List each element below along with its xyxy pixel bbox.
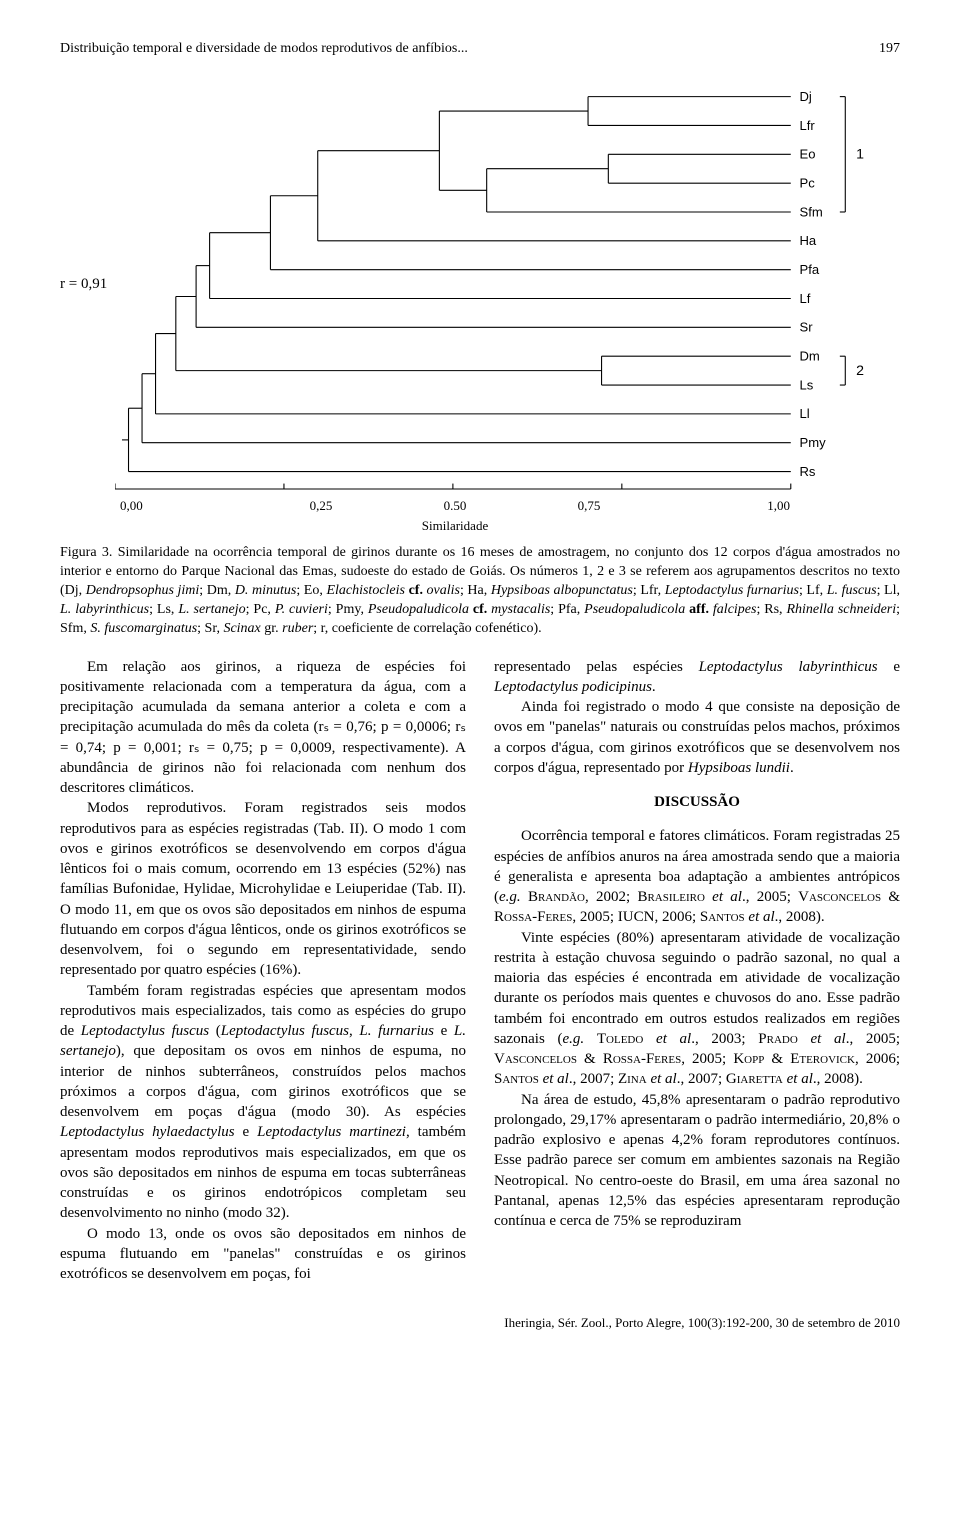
- correlation-coefficient-label: r = 0,91: [60, 274, 107, 294]
- figure-3-caption: Figura 3. Similaridade na ocorrência tem…: [60, 544, 900, 638]
- header-page-number: 197: [879, 40, 900, 59]
- dendrogram-axis-label: Similaridade: [60, 517, 900, 535]
- axis-tick: 0,00: [120, 497, 254, 515]
- axis-tick: 0,25: [254, 497, 388, 515]
- dendrogram-axis-ticks: 0,00 0,25 0.50 0,75 1,00: [60, 497, 900, 515]
- body-paragraph: Também foram registradas espécies que ap…: [60, 981, 466, 1224]
- running-header: Distribuição temporal e diversidade de m…: [60, 40, 900, 59]
- svg-text:Ha: Ha: [800, 233, 817, 248]
- svg-text:Rs: Rs: [800, 464, 816, 479]
- svg-text:Lfr: Lfr: [800, 118, 816, 133]
- body-paragraph: Ainda foi registrado o modo 4 que consis…: [494, 697, 900, 778]
- body-paragraph: representado pelas espécies Leptodactylu…: [494, 657, 900, 698]
- journal-footer: Iheringia, Sér. Zool., Porto Alegre, 100…: [60, 1314, 900, 1332]
- dendrogram-svg: Dj Lfr Eo Pc Sfm Ha Pfa Lf Sr Dm Ls Ll Pmy Rs 1 2: [115, 77, 900, 491]
- body-paragraph: Em relação aos girinos, a riqueza de esp…: [60, 657, 466, 799]
- svg-text:Sr: Sr: [800, 320, 814, 335]
- discussion-heading: DISCUSSÃO: [494, 792, 900, 812]
- header-left: Distribuição temporal e diversidade de m…: [60, 40, 468, 59]
- axis-tick: 0.50: [388, 497, 522, 515]
- figure-3-dendrogram: r = 0,91 Dj Lfr Eo Pc Sfm Ha Pfa Lf Sr Dm Ls Ll Pmy R…: [60, 77, 900, 491]
- svg-text:2: 2: [856, 363, 864, 379]
- svg-text:Lf: Lf: [800, 291, 811, 306]
- axis-tick: 1,00: [656, 497, 790, 515]
- svg-text:Pmy: Pmy: [800, 435, 827, 450]
- svg-text:Pc: Pc: [800, 175, 816, 190]
- svg-text:Dj: Dj: [800, 89, 812, 104]
- svg-text:Pfa: Pfa: [800, 262, 820, 277]
- body-paragraph: Modos reprodutivos. Foram registrados se…: [60, 798, 466, 980]
- right-column: representado pelas espécies Leptodactylu…: [494, 657, 900, 1285]
- svg-text:Ls: Ls: [800, 377, 814, 392]
- axis-tick: 0,75: [522, 497, 656, 515]
- svg-text:Dm: Dm: [800, 348, 820, 363]
- body-paragraph: Na área de estudo, 45,8% apresentaram o …: [494, 1090, 900, 1232]
- body-columns: Em relação aos girinos, a riqueza de esp…: [60, 657, 900, 1285]
- svg-text:Ll: Ll: [800, 406, 810, 421]
- body-paragraph: Vinte espécies (80%) apresentaram ativid…: [494, 928, 900, 1090]
- svg-text:Sfm: Sfm: [800, 204, 823, 219]
- left-column: Em relação aos girinos, a riqueza de esp…: [60, 657, 466, 1285]
- svg-text:1: 1: [856, 147, 864, 163]
- body-paragraph: Ocorrência temporal e fatores climáticos…: [494, 826, 900, 927]
- svg-text:Eo: Eo: [800, 147, 816, 162]
- body-paragraph: O modo 13, onde os ovos são depositados …: [60, 1224, 466, 1285]
